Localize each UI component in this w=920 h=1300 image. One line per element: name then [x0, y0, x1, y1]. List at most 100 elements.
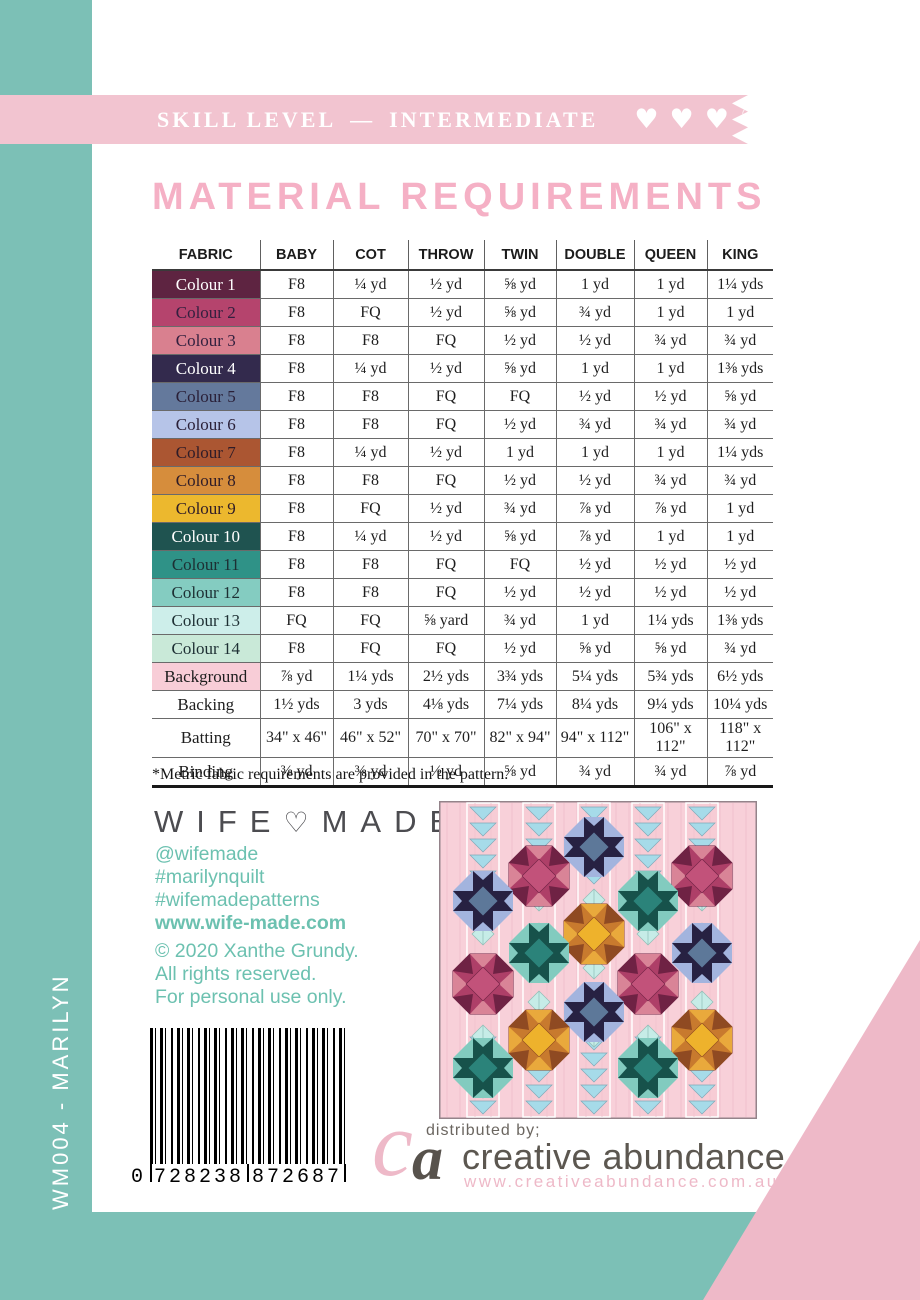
quilt-block-oct-gold	[671, 1009, 733, 1071]
yardage-cell: 2½ yds	[407, 662, 485, 691]
yardage-cell: ½ yd	[483, 326, 557, 355]
yardage-cell: ¾ yd	[555, 410, 635, 439]
yardage-cell: 1 yd	[706, 522, 773, 551]
yardage-cell: ½ yd	[633, 550, 708, 579]
yardage-cell: ⅞ yd	[633, 494, 708, 523]
fabric-label-cell: Colour 5	[152, 382, 261, 411]
barcode-bars	[150, 1028, 346, 1164]
yardage-cell: ½ yd	[555, 326, 635, 355]
fabric-label-cell: Batting	[152, 718, 261, 758]
yardage-cell: 82" x 94"	[483, 718, 557, 758]
skill-level-separator: —	[350, 106, 376, 132]
yardage-cell: 1 yd	[633, 438, 708, 467]
yardage-cell: FQ	[332, 634, 409, 663]
yardage-cell: ⅝ yd	[483, 298, 557, 327]
yardage-cell: F8	[259, 494, 334, 523]
yardage-cell: 3 yds	[332, 690, 409, 719]
distributor-url: www.creativeabundance.com.au	[464, 1172, 779, 1191]
yardage-cell: 34" x 46"	[259, 718, 334, 758]
yardage-cell: ¼ yd	[332, 438, 409, 467]
heart-outline-icon: ♡	[775, 104, 800, 135]
yardage-cell: ⅝ yd	[483, 270, 557, 299]
yardage-cell: 70" x 70"	[407, 718, 485, 758]
social-handle: #marilynquilt	[155, 866, 265, 888]
quilt-block-star-teal	[453, 1038, 513, 1098]
yardage-cell: ¾ yd	[633, 326, 708, 355]
yardage-cell: ½ yd	[407, 438, 485, 467]
social-handle: @wifemade	[155, 843, 259, 865]
monogram-a-glyph: a	[412, 1125, 443, 1193]
table-row: Colour 4 F8 ¼ yd ½ yd ⅝ yd 1 yd 1 yd 1⅜ yds	[152, 354, 773, 383]
yardage-cell: FQ	[407, 326, 485, 355]
fabric-label-cell: Colour 14	[152, 634, 261, 663]
quilt-block-star-navy	[564, 817, 624, 877]
heart-filled-icon: ♥	[669, 104, 694, 135]
fabric-label-cell: Colour 13	[152, 606, 261, 635]
yardage-cell: ¾ yd	[706, 466, 773, 495]
yardage-cell: ⅝ yard	[407, 606, 485, 635]
fabric-label-cell: Binding	[152, 757, 261, 788]
wifemade-logo-left: WIFE	[154, 804, 284, 839]
yardage-cell: ½ yd	[555, 550, 635, 579]
yardage-cell: FQ	[483, 382, 557, 411]
yardage-cell: 7¼ yds	[483, 690, 557, 719]
barcode-digit-prefix: 0	[131, 1166, 144, 1189]
yardage-cell: 1 yd	[555, 270, 635, 299]
yardage-cell: 10¼ yds	[706, 690, 773, 719]
column-header: COT	[332, 240, 408, 271]
quilt-block-oct-gold	[508, 1009, 570, 1071]
table-row: Colour 7 F8 ¼ yd ½ yd 1 yd 1 yd 1 yd 1¼ yds	[152, 438, 773, 467]
skill-level-text: SKILL LEVEL — INTERMEDIATE	[157, 107, 598, 133]
yardage-cell: ¾ yd	[633, 466, 708, 495]
fabric-label-cell: Colour 1	[152, 270, 261, 299]
yardage-cell: F8	[259, 550, 334, 579]
yardage-cell: ½ yd	[633, 578, 708, 607]
table-row: Background ⅞ yd 1¼ yds 2½ yds 3¾ yds 5¼ yds 5¾…	[152, 662, 773, 691]
yardage-cell: 94" x 112"	[555, 718, 635, 758]
yardage-cell: ¾ yd	[555, 298, 635, 327]
yardage-cell: ⅝ yd	[555, 634, 635, 663]
yardage-cell: ⅝ yd	[483, 354, 557, 383]
yardage-cell: 1 yd	[483, 438, 557, 467]
yardage-cell: 5¼ yds	[555, 662, 635, 691]
yardage-cell: F8	[259, 578, 334, 607]
yardage-cell: F8	[332, 466, 409, 495]
yardage-cell: ¾ yd	[706, 634, 773, 663]
table-body: Colour 1 F8 ¼ yd ½ yd ⅝ yd 1 yd 1 yd 1¼ yds Colo…	[152, 270, 773, 788]
barcode-guard-right	[344, 1164, 346, 1182]
social-handle: #wifemadepatterns	[155, 889, 320, 911]
yardage-cell: ¾ yd	[633, 757, 708, 788]
yardage-cell: 1¼ yds	[332, 662, 409, 691]
column-header: QUEEN	[633, 240, 707, 271]
quilt-block-oct-gold	[563, 903, 625, 965]
yardage-cell: F8	[259, 438, 334, 467]
yardage-cell: FQ	[407, 550, 485, 579]
yardage-cell: F8	[332, 382, 409, 411]
fabric-label-cell: Colour 3	[152, 326, 261, 355]
yardage-cell: 3¾ yds	[483, 662, 557, 691]
fabric-label-cell: Backing	[152, 690, 261, 719]
wifemade-website-link: www.wife-made.com	[155, 912, 347, 934]
column-header: TWIN	[483, 240, 556, 271]
yardage-cell: FQ	[407, 634, 485, 663]
yardage-cell: ¾ yd	[483, 494, 557, 523]
yardage-cell: 1½ yds	[259, 690, 334, 719]
quilt-block-star-navy	[672, 923, 732, 983]
barcode-digits: 0 728238 872687	[131, 1164, 346, 1190]
quilt-block-oct-magenta	[671, 845, 733, 907]
table-row: Colour 12 F8 F8 FQ ½ yd ½ yd ½ yd ½ yd	[152, 578, 773, 607]
quilt-block-star-teal	[618, 1038, 678, 1098]
distributed-by-label: distributed by;	[426, 1122, 541, 1139]
yardage-cell: 6½ yds	[706, 662, 773, 691]
column-header: BABY	[259, 240, 333, 271]
barcode-digit-group-2: 872687	[251, 1166, 342, 1189]
column-header: FABRIC	[152, 240, 260, 271]
fabric-label-cell: Colour 10	[152, 522, 261, 551]
yardage-cell: ⅞ yd	[706, 757, 773, 788]
yardage-cell: ⅞ yd	[555, 522, 635, 551]
yardage-cell: ⅞ yd	[555, 494, 635, 523]
table-row: Colour 11 F8 F8 FQ FQ ½ yd ½ yd ½ yd	[152, 550, 773, 579]
yardage-cell: F8	[259, 634, 334, 663]
yardage-cell: F8	[259, 298, 334, 327]
yardage-cell: ½ yd	[407, 270, 485, 299]
